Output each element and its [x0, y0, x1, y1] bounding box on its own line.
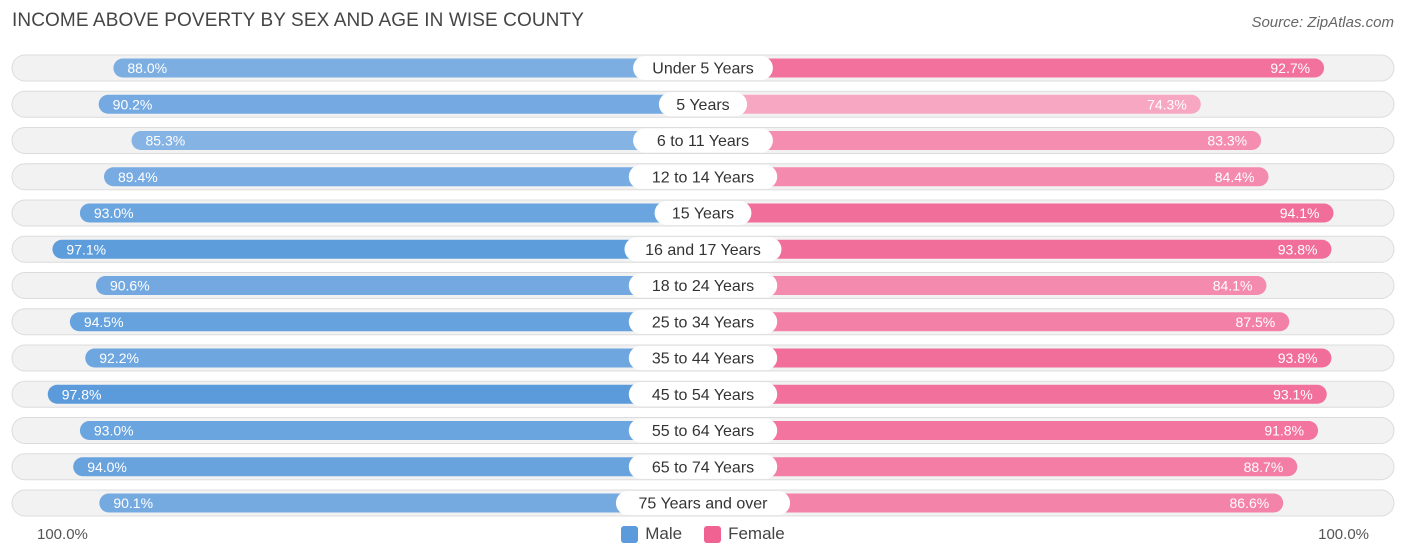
data-label-male: 89.4% [118, 169, 158, 185]
bar-male [69, 312, 704, 332]
bar-male [131, 131, 704, 150]
bar-female [703, 167, 1269, 187]
bar-female [703, 421, 1319, 440]
data-label-female: 87.5% [1236, 314, 1276, 330]
category-label: 12 to 14 Years [652, 169, 754, 186]
data-label-female: 83.3% [1207, 133, 1247, 149]
bar-male [98, 94, 703, 114]
bar-female [703, 58, 1325, 78]
category-label: 75 Years and over [639, 496, 769, 513]
category-pill [633, 56, 773, 80]
data-label-female: 91.8% [1264, 423, 1304, 439]
data-label-male: 94.5% [84, 314, 124, 330]
category-pill [654, 201, 752, 225]
legend-item-female[interactable]: Female [704, 524, 785, 544]
legend: Male Female [0, 524, 1406, 544]
data-label-male: 88.0% [127, 60, 167, 76]
category-pill [628, 454, 778, 479]
category-label: 15 Years [672, 206, 734, 223]
bar-female [703, 131, 1262, 150]
bar-male [79, 421, 703, 440]
source-label: Source: ZipAtlas.com [1251, 14, 1394, 31]
data-label-female: 84.1% [1213, 278, 1253, 294]
legend-item-male[interactable]: Male [621, 524, 682, 544]
bar-female [703, 276, 1267, 295]
data-label-female: 86.6% [1230, 495, 1270, 511]
bar-female [703, 384, 1327, 404]
data-label-female: 84.4% [1215, 169, 1255, 185]
data-label-male: 85.3% [145, 133, 185, 149]
category-label: 18 to 24 Years [652, 278, 754, 295]
category-label: 35 to 44 Years [652, 351, 754, 368]
data-label-female: 93.8% [1278, 241, 1318, 257]
data-label-male: 90.2% [113, 96, 153, 112]
bar-male [95, 276, 704, 295]
category-label: 65 to 74 Years [652, 459, 754, 476]
bar-male [73, 457, 703, 477]
category-pill [628, 418, 778, 443]
data-label-female: 92.7% [1270, 60, 1310, 76]
category-pill [658, 92, 748, 117]
category-pill [628, 164, 778, 189]
category-label: 5 Years [676, 97, 729, 114]
category-pill [628, 273, 778, 298]
bar-male [79, 203, 703, 223]
category-label: 6 to 11 Years [657, 133, 749, 150]
bar-male [85, 348, 703, 368]
data-label-female: 94.1% [1280, 205, 1320, 221]
bar-female [703, 312, 1290, 332]
axis-right-label: 100.0% [1318, 526, 1369, 543]
data-label-female: 93.1% [1273, 386, 1313, 402]
bar-male [104, 167, 703, 187]
data-label-male: 94.0% [87, 459, 127, 475]
data-label-female: 74.3% [1147, 96, 1187, 112]
data-label-male: 90.6% [110, 278, 150, 294]
bar-female [703, 457, 1298, 477]
data-label-male: 97.1% [66, 241, 106, 257]
bar-female [703, 348, 1332, 368]
bar-female [703, 239, 1332, 259]
category-label: Under 5 Years [652, 61, 753, 78]
data-label-female: 88.7% [1244, 459, 1284, 475]
category-pill [633, 128, 773, 153]
bar-male [113, 58, 703, 78]
category-pill [628, 346, 778, 370]
data-label-male: 92.2% [99, 350, 139, 366]
category-label: 45 to 54 Years [652, 387, 754, 404]
category-pill [628, 382, 778, 407]
category-pill [628, 309, 778, 334]
bar-male [52, 239, 704, 259]
category-pill [615, 491, 791, 515]
legend-label-female: Female [728, 524, 785, 543]
bar-male [99, 493, 703, 513]
data-label-male: 97.8% [62, 386, 102, 402]
bar-female [703, 493, 1284, 513]
data-label-female: 93.8% [1278, 350, 1318, 366]
legend-label-male: Male [645, 524, 683, 543]
data-label-male: 90.1% [113, 495, 153, 511]
data-label-male: 93.0% [94, 205, 134, 221]
category-label: 55 to 64 Years [652, 423, 754, 440]
legend-swatch-female [704, 525, 722, 543]
data-label-male: 93.0% [94, 423, 134, 439]
bar-male [47, 384, 704, 404]
category-label: 25 to 34 Years [652, 314, 754, 331]
bar-female [703, 203, 1334, 223]
axis-left-label: 100.0% [37, 526, 88, 543]
category-label: 16 and 17 Years [645, 242, 761, 259]
chart-title: INCOME ABOVE POVERTY BY SEX AND AGE IN W… [12, 10, 584, 31]
bar-female [703, 94, 1201, 114]
legend-swatch-male [621, 525, 639, 543]
category-pill [624, 237, 782, 262]
